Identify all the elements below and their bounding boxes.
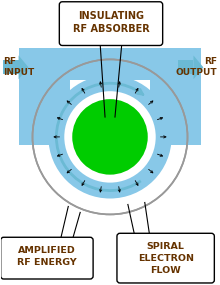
Text: RF
OUTPUT: RF OUTPUT — [176, 57, 217, 78]
Polygon shape — [63, 117, 100, 145]
Bar — [157, 117, 202, 145]
Text: INSULATING
RF ABSORBER: INSULATING RF ABSORBER — [73, 11, 149, 34]
Bar — [178, 60, 193, 74]
FancyBboxPatch shape — [117, 233, 214, 283]
Polygon shape — [88, 80, 132, 93]
Circle shape — [33, 59, 187, 214]
Circle shape — [64, 91, 156, 183]
Bar — [18, 117, 63, 145]
Bar — [18, 48, 202, 80]
Polygon shape — [193, 55, 204, 79]
Polygon shape — [120, 117, 157, 145]
Text: AMPLIFIED
RF ENERGY: AMPLIFIED RF ENERGY — [16, 246, 76, 267]
Bar — [18, 80, 70, 117]
Circle shape — [72, 99, 148, 175]
Polygon shape — [88, 80, 132, 123]
FancyArrowPatch shape — [137, 89, 143, 95]
FancyBboxPatch shape — [59, 2, 163, 46]
Text: SPIRAL
ELECTRON
FLOW: SPIRAL ELECTRON FLOW — [138, 242, 194, 275]
Circle shape — [48, 75, 172, 199]
Bar — [18, 48, 202, 80]
FancyBboxPatch shape — [1, 237, 93, 279]
Polygon shape — [18, 55, 29, 79]
Polygon shape — [100, 117, 120, 137]
Bar — [3, 60, 18, 74]
Text: RF
INPUT: RF INPUT — [3, 57, 34, 78]
Bar — [150, 80, 202, 117]
